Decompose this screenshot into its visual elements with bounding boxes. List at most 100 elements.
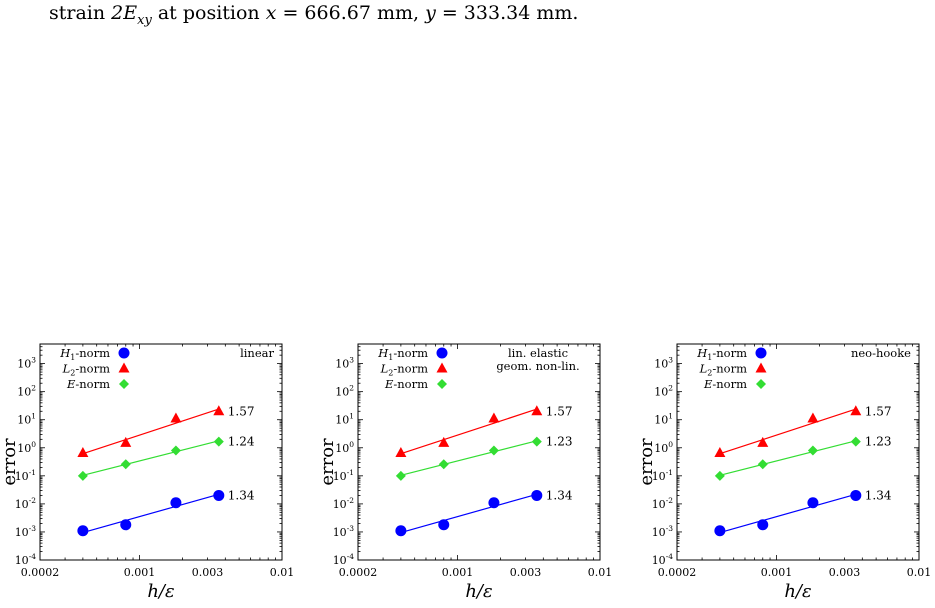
y-tick-label: 10-4 [15, 552, 37, 567]
x-tick-label: 0.003 [510, 566, 542, 579]
slope-label: 1.57 [865, 404, 892, 418]
slope-label: 1.34 [228, 488, 255, 502]
model-annotation: neo-hooke [851, 346, 911, 360]
legend-marker [119, 363, 130, 373]
x-tick-label: 0.0002 [21, 566, 60, 579]
data-point-H1-norm [850, 490, 861, 501]
y-tick-label: 10-2 [333, 496, 355, 511]
data-point-H1-norm [531, 490, 542, 501]
y-tick-label: 10-4 [652, 552, 674, 567]
slope-label: 1.24 [228, 435, 255, 449]
data-point-L2-norm [488, 413, 499, 423]
slope-label: 1.34 [865, 488, 892, 502]
legend-entry-L2-norm: L2-norm [699, 362, 747, 378]
legend-entry-H1-norm: H1-norm [696, 346, 747, 362]
x-axis-label: h/ε [147, 581, 174, 602]
chart-panel-3: 10-4 10-3 10-2 10-1 100 101 102 103 0.0002 0.001 0… [636, 344, 931, 602]
data-point-E-norm [171, 445, 181, 455]
data-point-E-norm [489, 445, 499, 455]
data-point-L2-norm [170, 413, 181, 423]
y-tick-label: 102 [335, 384, 354, 399]
legend-marker [437, 379, 447, 389]
fit-line-E-norm [401, 441, 537, 476]
y-axis-label: error [317, 438, 338, 486]
data-point-E-norm [121, 459, 131, 469]
x-tick-label: 0.001 [124, 566, 156, 579]
legend-entry-L2-norm: L2-norm [380, 362, 428, 378]
y-tick-label: 101 [654, 412, 673, 427]
y-tick-label: 10-2 [15, 496, 37, 511]
legend-marker [437, 363, 448, 373]
fit-line-L2-norm [83, 409, 219, 454]
y-tick-label: 100 [335, 440, 354, 455]
data-point-H1-norm [120, 519, 131, 530]
x-axis-label: h/ε [784, 581, 811, 602]
fit-line-H1-norm [720, 494, 856, 532]
data-point-E-norm [758, 459, 768, 469]
legend-marker [756, 363, 767, 373]
y-tick-label: 103 [17, 356, 36, 371]
data-point-H1-norm [714, 525, 725, 536]
y-tick-label: 103 [654, 356, 673, 371]
slope-label: 1.23 [546, 435, 573, 449]
data-point-H1-norm [438, 519, 449, 530]
fit-line-L2-norm [720, 409, 856, 454]
data-point-H1-norm [213, 490, 224, 501]
slope-label: 1.23 [865, 435, 892, 449]
fit-line-L2-norm [401, 409, 537, 454]
y-tick-label: 102 [654, 384, 673, 399]
y-axis-label: error [636, 438, 657, 486]
y-tick-label: 100 [17, 440, 36, 455]
legend-entry-E-norm: E-norm [384, 377, 428, 391]
x-tick-label: 0.0002 [339, 566, 378, 579]
data-point-H1-norm [757, 519, 768, 530]
x-tick-label: 0.01 [270, 566, 295, 579]
legend-entry-L2-norm: L2-norm [62, 362, 110, 378]
slope-label: 1.34 [546, 488, 573, 502]
data-point-H1-norm [77, 525, 88, 536]
data-point-H1-norm [395, 525, 406, 536]
chart-panel-1: 10-410-310-210-11001011021030.0002 0.001 0… [0, 344, 294, 602]
legend-entry-H1-norm: H1-norm [59, 346, 110, 362]
data-point-E-norm [851, 437, 861, 447]
data-point-H1-norm [807, 497, 818, 508]
y-tick-label: 10-3 [333, 524, 355, 539]
y-tick-label: 100 [654, 440, 673, 455]
data-point-E-norm [439, 459, 449, 469]
x-axis-label: h/ε [465, 581, 492, 602]
x-tick-label: 0.01 [588, 566, 613, 579]
slope-label: 1.57 [546, 404, 573, 418]
fit-line-H1-norm [401, 494, 537, 532]
data-point-L2-norm [807, 413, 818, 423]
model-annotation: lin. elastic [508, 346, 568, 360]
data-point-E-norm [214, 437, 224, 447]
data-point-E-norm [78, 471, 88, 481]
x-tick-label: 0.001 [442, 566, 474, 579]
legend-entry-E-norm: E-norm [703, 377, 747, 391]
y-tick-label: 10-4 [333, 552, 355, 567]
data-point-H1-norm [488, 497, 499, 508]
legend-marker [756, 379, 766, 389]
legend-entry-E-norm: E-norm [66, 377, 110, 391]
data-point-E-norm [532, 437, 542, 447]
fit-line-E-norm [720, 441, 856, 476]
y-tick-label: 103 [335, 356, 354, 371]
y-tick-label: 101 [17, 412, 36, 427]
data-point-H1-norm [170, 497, 181, 508]
y-tick-label: 10-2 [652, 496, 674, 511]
legend-marker [119, 348, 130, 359]
legend-marker [437, 348, 448, 359]
y-axis-label: error [0, 438, 20, 486]
x-tick-label: 0.01 [907, 566, 932, 579]
x-tick-label: 0.003 [829, 566, 861, 579]
data-point-E-norm [396, 471, 406, 481]
legend-entry-H1-norm: H1-norm [377, 346, 428, 362]
x-tick-label: 0.003 [192, 566, 224, 579]
x-tick-label: 0.001 [761, 566, 793, 579]
y-tick-label: 102 [17, 384, 36, 399]
fit-line-H1-norm [83, 494, 219, 532]
fit-line-E-norm [83, 441, 219, 476]
model-annotation: linear [240, 346, 274, 360]
x-tick-label: 0.0002 [658, 566, 697, 579]
